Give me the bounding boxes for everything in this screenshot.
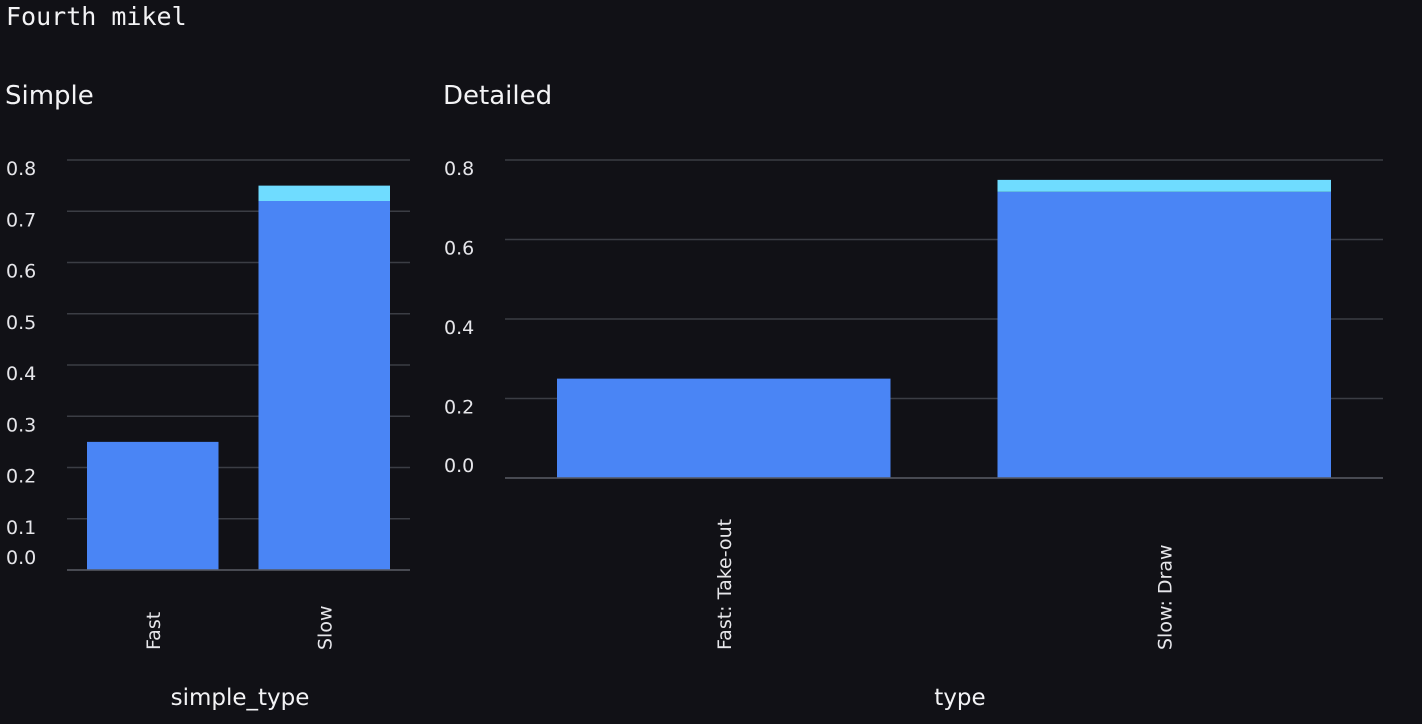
simple-category-label: Slow [314, 605, 336, 650]
simple-y-tick-label: 0.6 [6, 261, 36, 283]
detailed-bar-main[interactable] [997, 191, 1332, 479]
detailed-y-tick-label: 0.4 [444, 317, 474, 339]
simple-y-tick-label: 0.4 [6, 363, 36, 385]
simple-y-tick-label: 0.5 [6, 312, 36, 334]
simple-y-tick-label: 0.1 [6, 517, 36, 539]
simple-bar-main[interactable] [258, 201, 391, 570]
simple-y-tick-label: 0.0 [6, 547, 36, 569]
detailed-category-label: Slow: Draw [1154, 544, 1176, 650]
simple-y-tick-label: 0.2 [6, 466, 36, 488]
simple-bar-top[interactable] [258, 185, 391, 201]
detailed-y-tick-label: 0.8 [444, 158, 474, 180]
simple-category-label: Fast [143, 612, 165, 650]
simple-y-tick-label: 0.8 [6, 158, 36, 180]
detailed-bar-top[interactable] [997, 179, 1332, 192]
detailed-y-tick-label: 0.2 [444, 397, 474, 419]
detailed-chart-title: Detailed [443, 81, 553, 111]
simple-bar-main[interactable] [87, 441, 219, 570]
detailed-bar-main[interactable] [557, 378, 891, 478]
simple-chart-title: Simple [5, 81, 94, 111]
detailed-y-tick-label: 0.6 [444, 238, 474, 260]
simple-y-tick-label: 0.3 [6, 414, 36, 436]
simple-y-tick-label: 0.7 [6, 209, 36, 231]
page-title: Fourth mikel [6, 2, 187, 31]
detailed-x-axis-title: type [934, 685, 985, 711]
detailed-y-tick-label: 0.0 [444, 455, 474, 477]
simple-x-axis-title: simple_type [171, 685, 310, 711]
detailed-category-label: Fast: Take-out [714, 519, 736, 650]
